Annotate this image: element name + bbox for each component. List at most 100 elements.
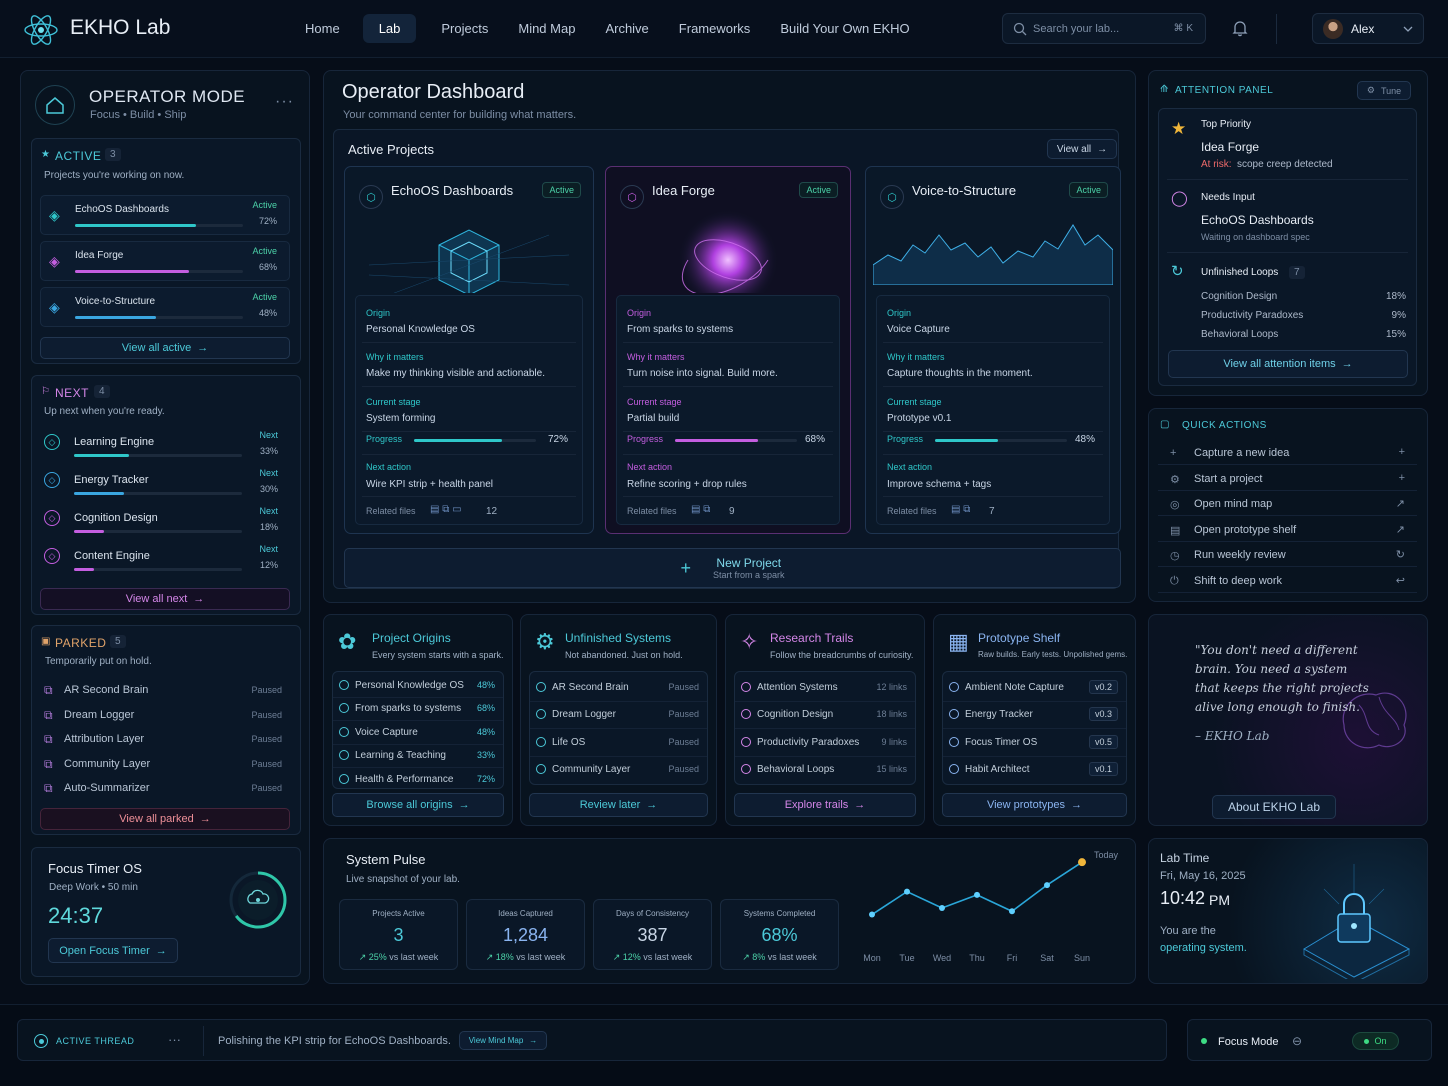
category-card: ⚙ Unfinished Systems Not abandoned. Just o… — [520, 614, 717, 826]
link-icon[interactable]: ⊖ — [1292, 1034, 1303, 1048]
thread-more-icon[interactable]: ··· — [168, 1032, 181, 1047]
project-card[interactable]: ⬡ Voice-to-Structure Active Origin Voice Cap… — [865, 166, 1121, 534]
data-point[interactable] — [939, 905, 945, 911]
active-project-item[interactable]: ◈ Voice-to-Structure Active 48% — [40, 287, 290, 327]
focus-mode-toggle[interactable]: On — [1352, 1032, 1399, 1050]
active-project-item[interactable]: ◈ Idea Forge Active 68% — [40, 241, 290, 281]
quick-action-label: Capture a new idea — [1194, 447, 1290, 459]
view-all-parked-button[interactable]: View all parked → — [40, 808, 290, 830]
parked-project-item[interactable]: ⧉ Dream Logger Paused — [40, 705, 290, 727]
tune-button[interactable]: ⚙ Tune — [1357, 81, 1411, 100]
kpi-value: 68% — [761, 925, 798, 945]
top-priority-name[interactable]: Idea Forge — [1201, 140, 1260, 154]
category-row[interactable]: From sparks to systems 68% — [333, 698, 503, 721]
next-project-item[interactable]: ◇ Energy Tracker Next 30% — [40, 466, 290, 500]
nav-home[interactable]: Home — [305, 21, 340, 36]
mode-subtitle: Focus • Build • Ship — [90, 109, 187, 121]
project-visual — [345, 205, 593, 293]
view-all-active-button[interactable]: View all active → — [40, 337, 290, 359]
row-bullet-icon — [339, 726, 349, 737]
row-bullet-icon — [536, 681, 546, 692]
nav-lab[interactable]: Lab — [362, 14, 417, 43]
project-card[interactable]: ⬡ Idea Forge Active Origin From sparks to sy… — [605, 166, 851, 534]
plus-icon: + — [680, 557, 691, 578]
data-point[interactable] — [1078, 858, 1086, 867]
quick-action-item[interactable]: ⏻ Shift to deep work ↩ — [1158, 570, 1417, 593]
nav-build-your-own[interactable]: Build Your Own EKHO — [780, 21, 910, 36]
chevron-down-icon — [1403, 24, 1413, 36]
needs-input-name[interactable]: EchoOS Dashboards — [1201, 213, 1314, 227]
category-row[interactable]: Personal Knowledge OS 48% — [333, 674, 503, 698]
active-section: ★ ACTIVE 3 Projects you're working on no… — [31, 138, 301, 364]
brand-name[interactable]: EKHO Lab — [70, 16, 171, 39]
stack-icon: ⧉ — [44, 683, 53, 697]
data-point[interactable] — [1009, 908, 1015, 915]
category-row[interactable]: Cognition Design 18 links — [735, 702, 915, 729]
nav-frameworks[interactable]: Frameworks — [678, 21, 751, 36]
nav-projects[interactable]: Projects — [441, 21, 489, 36]
category-row[interactable]: Behavioral Loops 15 links — [735, 757, 915, 785]
file-icon[interactable]: ▤ ⧉ ▭ — [430, 504, 462, 515]
quick-action-icon: ◎ — [1170, 499, 1180, 511]
category-row[interactable]: Dream Logger Paused — [530, 702, 707, 729]
data-point[interactable] — [974, 891, 980, 898]
view-all-next-button[interactable]: View all next → — [40, 588, 290, 610]
view-all-attention-button[interactable]: View all attention items → — [1168, 350, 1408, 378]
parked-project-item[interactable]: ⧉ Community Layer Paused — [40, 754, 290, 776]
quick-action-item[interactable]: + Capture a new idea + — [1158, 442, 1417, 465]
category-row[interactable]: Voice Capture 48% — [333, 721, 503, 745]
about-button[interactable]: About EKHO Lab — [1212, 795, 1336, 819]
search-box[interactable]: Search your lab... ⌘ K — [1002, 13, 1206, 44]
next-project-item[interactable]: ◇ Cognition Design Next 18% — [40, 504, 290, 538]
quick-action-item[interactable]: ◷ Run weekly review ↻ — [1158, 544, 1417, 567]
view-all-projects-button[interactable]: View all → — [1047, 139, 1117, 159]
data-point[interactable] — [869, 911, 875, 918]
nav-archive[interactable]: Archive — [605, 21, 649, 36]
category-button[interactable]: View prototypes → — [942, 793, 1127, 817]
category-row[interactable]: Attention Systems 12 links — [735, 674, 915, 702]
active-title: ACTIVE — [55, 149, 102, 163]
row-bullet-icon — [339, 773, 349, 784]
category-row[interactable]: Community Layer Paused — [530, 757, 707, 785]
category-row[interactable]: Ambient Note Capture v0.2 — [943, 674, 1126, 702]
category-row[interactable]: AR Second Brain Paused — [530, 674, 707, 702]
progress-label: Progress — [627, 434, 664, 444]
category-button[interactable]: Explore trails → — [734, 793, 916, 817]
bell-icon[interactable] — [1232, 20, 1248, 40]
square-icon: ▢ — [1160, 419, 1170, 430]
category-icon: ✿ — [338, 629, 357, 654]
category-button[interactable]: Browse all origins → — [332, 793, 504, 817]
category-row[interactable]: Health & Performance 72% — [333, 768, 503, 792]
next-project-item[interactable]: ◇ Content Engine Next 12% — [40, 542, 290, 576]
category-row[interactable]: Life OS Paused — [530, 729, 707, 757]
data-point[interactable] — [1044, 882, 1050, 889]
quick-action-item[interactable]: ▤ Open prototype shelf ↗ — [1158, 519, 1417, 542]
category-row[interactable]: Focus Timer OS v0.5 — [943, 729, 1126, 757]
new-project-button[interactable]: + New Project Start from a spark — [344, 548, 1121, 588]
file-icon[interactable]: ▤ ⧉ — [951, 504, 971, 515]
user-menu[interactable]: Alex — [1312, 13, 1424, 44]
category-row[interactable]: Habit Architect v0.1 — [943, 757, 1126, 785]
parked-project-item[interactable]: ⧉ AR Second Brain Paused — [40, 680, 290, 702]
loop-item-name[interactable]: Behavioral Loops — [1201, 329, 1279, 340]
loop-item-name[interactable]: Productivity Paradoxes — [1201, 310, 1304, 321]
view-mind-map-button[interactable]: View Mind Map → — [459, 1031, 547, 1050]
nav-mind-map[interactable]: Mind Map — [518, 21, 576, 36]
project-card[interactable]: ⬡ EchoOS Dashboards Active Origin Personal K… — [344, 166, 594, 534]
open-focus-timer-button[interactable]: Open Focus Timer → — [48, 938, 178, 963]
parked-project-item[interactable]: ⧉ Auto-Summarizer Paused — [40, 778, 290, 800]
category-row[interactable]: Learning & Teaching 33% — [333, 745, 503, 768]
file-icon[interactable]: ▤ ⧉ — [691, 504, 711, 515]
category-button[interactable]: Review later → — [529, 793, 708, 817]
quick-action-item[interactable]: ⚙ Start a project + — [1158, 468, 1417, 491]
category-row[interactable]: Productivity Paradoxes 9 links — [735, 729, 915, 757]
brand-logo-icon[interactable] — [22, 11, 60, 49]
more-options-icon[interactable]: ··· — [275, 93, 294, 110]
parked-project-item[interactable]: ⧉ Attribution Layer Paused — [40, 729, 290, 751]
next-project-item[interactable]: ◇ Learning Engine Next 33% — [40, 428, 290, 462]
loop-item-name[interactable]: Cognition Design — [1201, 291, 1278, 302]
quick-action-item[interactable]: ◎ Open mind map ↗ — [1158, 493, 1417, 516]
category-row[interactable]: Energy Tracker v0.3 — [943, 702, 1126, 729]
active-project-item[interactable]: ◈ EchoOS Dashboards Active 72% — [40, 195, 290, 235]
data-point[interactable] — [904, 888, 910, 895]
